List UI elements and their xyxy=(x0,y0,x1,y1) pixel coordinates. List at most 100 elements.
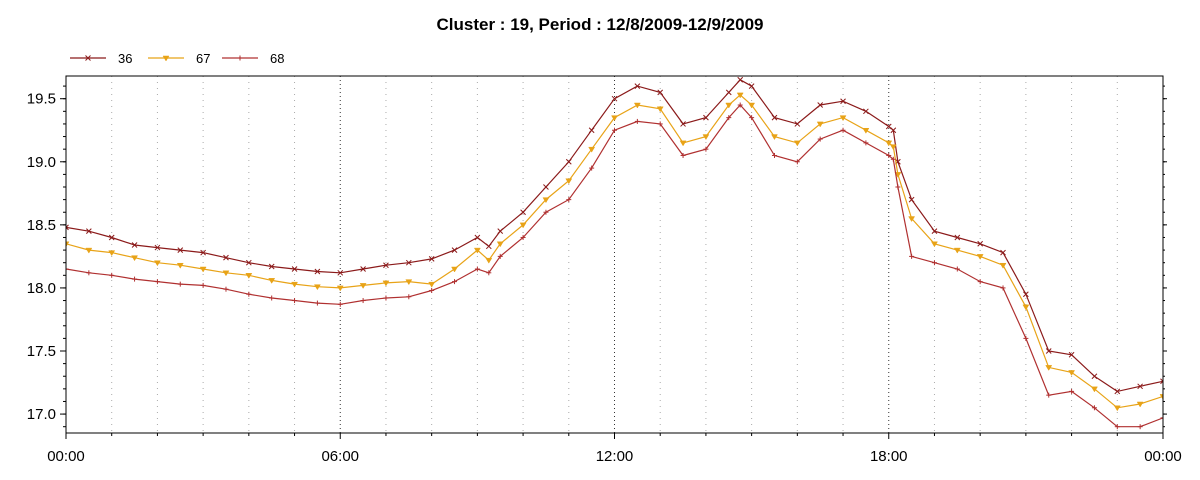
data-point-36-b xyxy=(177,247,184,253)
data-point-36-b xyxy=(737,76,744,83)
data-point-67 xyxy=(1022,304,1030,311)
data-point-68 xyxy=(246,291,252,297)
legend-marker-67 xyxy=(162,55,170,62)
data-point-36-b xyxy=(131,242,138,248)
data-point-68 xyxy=(497,253,503,259)
data-point-68 xyxy=(634,118,640,124)
data-point-67 xyxy=(405,279,413,286)
y-tick-label: 18.0 xyxy=(27,280,56,297)
data-point-67 xyxy=(291,281,298,288)
data-point-36-b xyxy=(86,228,92,235)
data-point-67 xyxy=(889,144,897,151)
data-point-67 xyxy=(313,284,321,291)
data-point-68 xyxy=(657,121,663,127)
data-point-36 xyxy=(177,247,184,253)
plot-area xyxy=(66,76,1163,430)
data-point-36-b xyxy=(954,234,961,241)
data-point-36 xyxy=(223,254,229,261)
data-point-36-b xyxy=(405,259,412,266)
data-point-67 xyxy=(336,285,344,292)
data-point-68 xyxy=(269,295,275,301)
data-point-68 xyxy=(1137,424,1143,430)
legend-label-67: 67 xyxy=(196,51,210,66)
data-point-36 xyxy=(291,266,298,272)
data-point-68 xyxy=(292,298,298,304)
data-point-36-b xyxy=(863,108,869,115)
data-point-68 xyxy=(337,301,343,307)
data-point-67 xyxy=(245,273,253,279)
data-point-68 xyxy=(1000,285,1006,291)
data-point-36-b xyxy=(108,234,115,241)
legend-label-36: 36 xyxy=(118,51,132,66)
data-point-36 xyxy=(451,247,458,253)
data-point-68 xyxy=(726,115,732,121)
data-point-68 xyxy=(863,140,869,146)
data-point-36 xyxy=(1045,348,1052,354)
legend-marker-36 xyxy=(85,55,91,61)
data-point-67 xyxy=(153,260,161,267)
x-tick-label: 00:00 xyxy=(47,448,85,465)
data-point-36-b xyxy=(337,269,344,276)
axes: 00:00 06:00 12:00 18:00 00:00 17.0 17.5 18.0 18.… xyxy=(27,85,1182,465)
data-point-67 xyxy=(999,262,1007,269)
data-point-36 xyxy=(680,121,686,127)
data-point-68 xyxy=(909,253,915,259)
data-point-36 xyxy=(1000,249,1006,256)
data-point-36 xyxy=(405,259,412,266)
data-point-36 xyxy=(1114,388,1121,395)
data-point-36 xyxy=(1023,291,1029,298)
series-line-68 xyxy=(66,104,1163,428)
data-point-67 xyxy=(359,283,367,289)
data-point-67 xyxy=(793,140,801,147)
data-point-67 xyxy=(656,106,664,113)
data-point-67 xyxy=(839,115,847,122)
data-point-68 xyxy=(749,115,755,121)
data-point-68 xyxy=(817,136,823,142)
data-point-68 xyxy=(794,159,800,165)
data-point-67 xyxy=(473,247,481,254)
data-point-36 xyxy=(383,262,389,269)
data-point-36-b xyxy=(748,83,755,89)
data-point-36 xyxy=(108,234,115,241)
data-point-36 xyxy=(86,228,92,235)
data-point-36-b xyxy=(1137,383,1143,390)
data-point-68 xyxy=(109,272,115,278)
data-point-36 xyxy=(66,224,69,231)
series-68 xyxy=(66,102,1163,430)
data-point-68 xyxy=(977,279,983,285)
data-point-67 xyxy=(85,247,93,254)
data-point-67 xyxy=(1113,405,1121,412)
legend: 36 67 68 xyxy=(70,51,284,66)
x-tick-label: 12:00 xyxy=(596,448,634,465)
data-point-36-b xyxy=(890,127,897,134)
y-tick-label: 18.5 xyxy=(27,217,56,234)
data-point-67 xyxy=(816,121,824,128)
data-point-67 xyxy=(702,134,710,141)
data-point-36 xyxy=(748,83,755,89)
data-point-67 xyxy=(268,278,276,284)
data-point-36-b xyxy=(565,158,572,165)
series-36 xyxy=(66,76,1163,395)
data-point-36-b xyxy=(588,127,595,134)
data-point-67 xyxy=(679,140,687,147)
data-point-36-b xyxy=(543,184,549,190)
data-point-67 xyxy=(748,102,756,109)
data-point-67 xyxy=(885,140,893,147)
data-point-67 xyxy=(66,241,70,248)
data-point-36-b xyxy=(1045,348,1052,354)
data-point-67 xyxy=(633,102,641,109)
data-point-67 xyxy=(176,262,184,269)
data-point-67 xyxy=(1068,370,1076,376)
data-point-36 xyxy=(634,83,641,89)
data-point-36-b xyxy=(794,121,801,127)
data-point-36-b xyxy=(291,266,298,272)
data-point-36 xyxy=(1068,351,1075,358)
data-point-36-b xyxy=(657,89,664,96)
legend-marker-36-b xyxy=(85,55,91,61)
data-point-36 xyxy=(863,108,869,115)
data-point-68 xyxy=(1069,388,1075,394)
data-point-36-b xyxy=(1023,291,1029,298)
data-point-36-b xyxy=(1068,351,1075,358)
data-point-68 xyxy=(520,234,526,240)
